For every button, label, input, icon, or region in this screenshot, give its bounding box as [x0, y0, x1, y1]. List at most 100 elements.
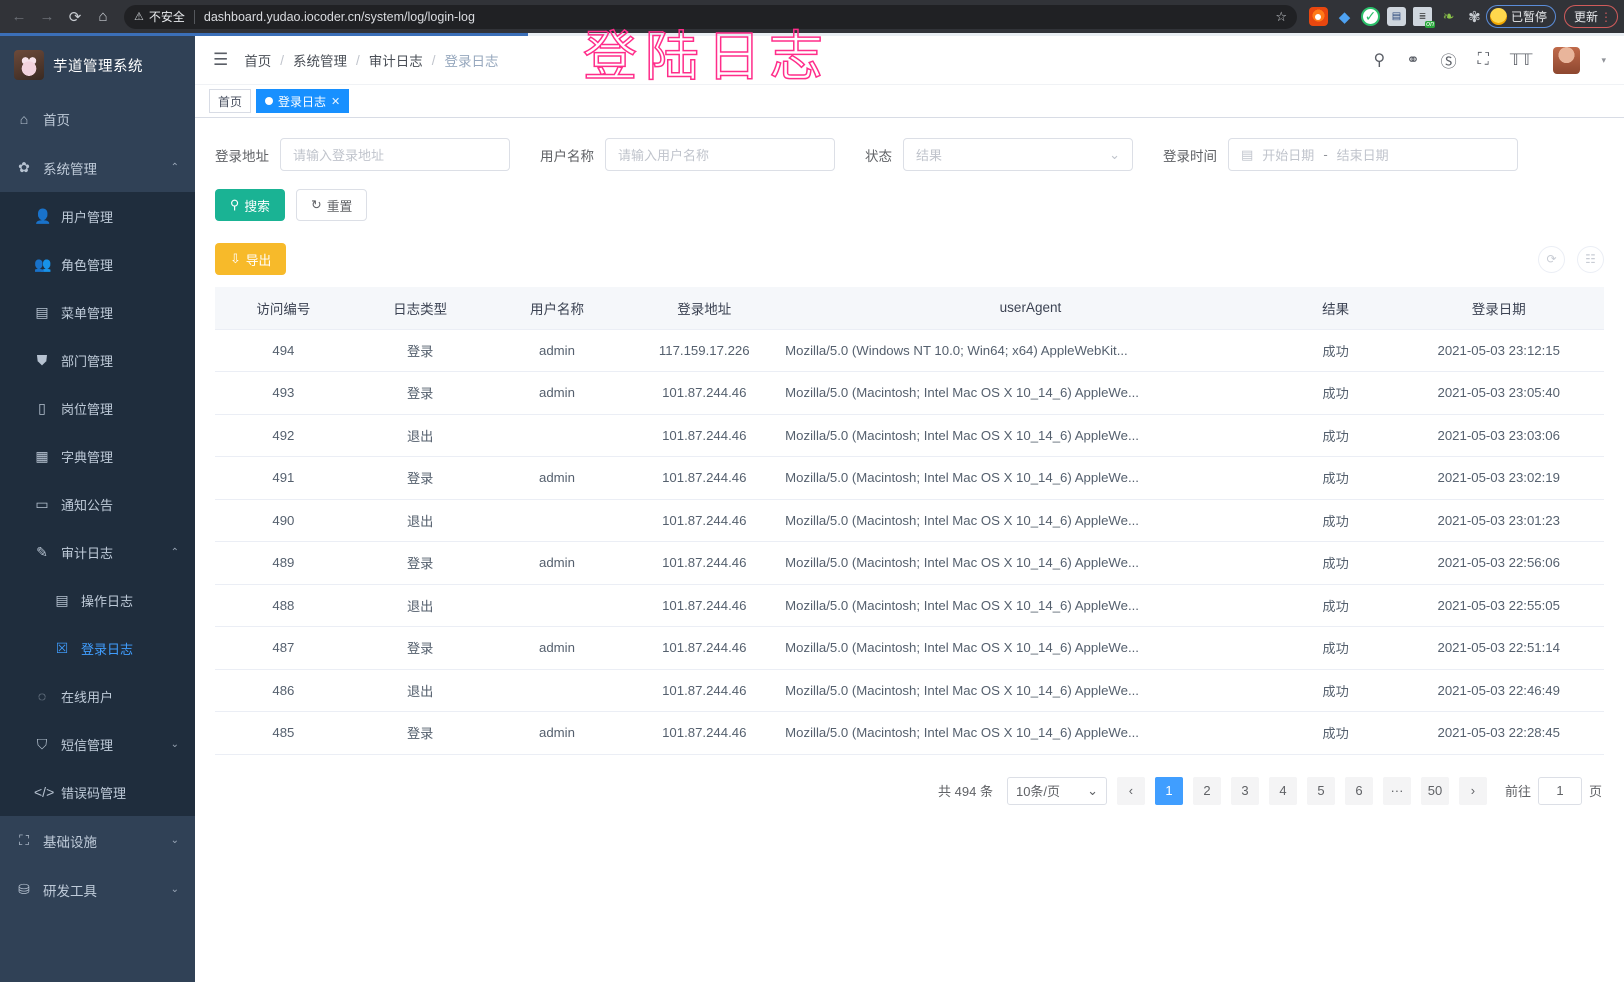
- back-icon[interactable]: ←: [11, 8, 27, 25]
- tab-home[interactable]: 首页: [209, 89, 252, 113]
- search-icon[interactable]: ⚲: [1373, 52, 1386, 69]
- table-row[interactable]: 493 登录 admin 101.87.244.46 Mozilla/5.0 (Maci…: [215, 371, 1604, 415]
- sidebar-item-user-mgmt[interactable]: 👤 用户管理: [0, 192, 195, 240]
- sidebar-submenu-system: 👤 用户管理 👥 角色管理 ▤ 菜单管理 ⛊ 部门管理 ▯ 岗位管理 ▦ 字典管: [0, 192, 195, 816]
- table-row[interactable]: 492 退出 101.87.244.46 Mozilla/5.0 (Macintosh…: [215, 414, 1604, 457]
- reload-icon[interactable]: ⟳: [68, 8, 82, 26]
- sidebar-item-devtools[interactable]: ⛁ 研发工具 ⌄: [0, 865, 195, 914]
- tab-login-log[interactable]: 登录日志 ✕: [256, 89, 350, 113]
- page-button-1[interactable]: 1: [1154, 776, 1183, 805]
- table-row[interactable]: 489 登录 admin 101.87.244.46 Mozilla/5.0 (Maci…: [215, 541, 1604, 585]
- home-icon[interactable]: ⌂: [98, 8, 108, 25]
- hamburger-icon[interactable]: ☰: [213, 50, 229, 69]
- jump-prefix-label: 前往: [1504, 784, 1531, 799]
- avatar[interactable]: [1553, 46, 1581, 74]
- update-button[interactable]: 更新 ⋮: [1563, 5, 1618, 28]
- input-placeholder: 请输入登录地址: [293, 148, 385, 163]
- font-size-icon[interactable]: 𝕋𝕋: [1509, 52, 1533, 69]
- next-page-button[interactable]: ›: [1458, 776, 1487, 805]
- smiley-icon: [1489, 8, 1507, 25]
- table-row[interactable]: 485 登录 admin 101.87.244.46 Mozilla/5.0 (Maci…: [215, 711, 1604, 755]
- cell-id: 487: [215, 626, 352, 670]
- jump-page-input[interactable]: 1: [1537, 776, 1582, 805]
- cell-date: 2021-05-03 22:51:14: [1393, 626, 1604, 670]
- sidebar-item-label: 审计日志: [61, 545, 114, 561]
- list-icon[interactable]: ≣ on: [1412, 7, 1435, 28]
- table-row[interactable]: 488 退出 101.87.244.46 Mozilla/5.0 (Macintosh…: [215, 584, 1604, 627]
- puzzle-icon[interactable]: ✾: [1468, 8, 1481, 26]
- login-time-range-picker[interactable]: ▤ 开始日期 - 结束日期: [1228, 138, 1518, 171]
- sidebar-item-login-log[interactable]: ☒ 登录日志: [0, 624, 195, 672]
- status-select[interactable]: 结果 ⌄: [903, 138, 1133, 171]
- breadcrumb-item-system[interactable]: 系统管理: [293, 54, 348, 69]
- sidebar-item-home[interactable]: ⌂ 首页: [0, 94, 195, 143]
- table-row[interactable]: 490 退出 101.87.244.46 Mozilla/5.0 (Macintosh…: [215, 499, 1604, 542]
- sidebar-logo[interactable]: 芋道管理系统: [0, 36, 195, 94]
- sidebar-item-dict-mgmt[interactable]: ▦ 字典管理: [0, 432, 195, 480]
- sidebar-item-error-code[interactable]: </> 错误码管理: [0, 768, 195, 816]
- cell-useragent: Mozilla/5.0 (Macintosh; Intel Mac OS X 1…: [783, 584, 1278, 627]
- sidebar-item-menu-mgmt[interactable]: ▤ 菜单管理: [0, 288, 195, 336]
- login-log-icon: ☒: [55, 639, 69, 656]
- cell-useragent: Mozilla/5.0 (Macintosh; Intel Mac OS X 1…: [783, 541, 1278, 585]
- prev-page-button[interactable]: ‹: [1116, 776, 1145, 805]
- sidebar-item-infra[interactable]: ⛶ 基础设施 ⌄: [0, 816, 195, 865]
- search-button[interactable]: ⚲ 搜索: [215, 189, 285, 221]
- sidebar-item-online-users[interactable]: ◌ 在线用户: [0, 672, 195, 720]
- sidebar-submenu-audit: ▤ 操作日志 ☒ 登录日志: [0, 576, 195, 672]
- sidebar-item-system[interactable]: ✿ 系统管理 ⌃: [0, 143, 195, 192]
- bookmark-icon[interactable]: ☆: [1275, 8, 1287, 24]
- column-header-id: 访问编号: [215, 287, 352, 330]
- page-button-6[interactable]: 6: [1344, 776, 1373, 805]
- sidebar-item-notice[interactable]: ▭ 通知公告: [0, 480, 195, 528]
- table-row[interactable]: 494 登录 admin 117.159.17.226 Mozilla/5.0 (Win…: [215, 329, 1604, 372]
- breadcrumb-item-home[interactable]: 首页: [244, 54, 272, 69]
- page-button-5[interactable]: 5: [1306, 776, 1335, 805]
- cell-id: 491: [215, 456, 352, 500]
- page-button-2[interactable]: 2: [1192, 776, 1221, 805]
- cell-type: 退出: [351, 414, 489, 457]
- breadcrumb-item-audit[interactable]: 审计日志: [368, 54, 423, 69]
- cell-date: 2021-05-03 22:46:49: [1393, 669, 1604, 712]
- sidebar-item-operation-log[interactable]: ▤ 操作日志: [0, 576, 195, 624]
- blue-diamond-icon[interactable]: ◆: [1338, 8, 1351, 26]
- github-icon[interactable]: ⚭: [1406, 52, 1420, 69]
- columns-round-button[interactable]: ☷: [1577, 245, 1604, 273]
- orange-ring-icon[interactable]: [1308, 7, 1328, 26]
- page-button-50[interactable]: 50: [1420, 776, 1449, 805]
- security-label: 不安全: [148, 10, 185, 24]
- reset-button[interactable]: ↻ 重置: [295, 189, 368, 221]
- paused-button[interactable]: 已暂停: [1485, 5, 1556, 28]
- input-placeholder: 请输入用户名称: [618, 148, 710, 163]
- sidebar-item-dept-mgmt[interactable]: ⛊ 部门管理: [0, 336, 195, 384]
- page-button-4[interactable]: 4: [1268, 776, 1297, 805]
- login-address-input[interactable]: 请输入登录地址: [280, 138, 510, 171]
- sidebar-item-audit-log[interactable]: ✎ 审计日志 ⌃: [0, 528, 195, 576]
- sidebar-item-role-mgmt[interactable]: 👥 角色管理: [0, 240, 195, 288]
- page-size-select[interactable]: 10条/页 ⌄: [1006, 776, 1107, 805]
- blue-doc-icon[interactable]: ▤: [1386, 7, 1406, 26]
- page-button-3[interactable]: 3: [1230, 776, 1259, 805]
- table-row[interactable]: 491 登录 admin 101.87.244.46 Mozilla/5.0 (Maci…: [215, 456, 1604, 500]
- forward-icon[interactable]: →: [39, 8, 55, 25]
- sidebar-item-post-mgmt[interactable]: ▯ 岗位管理: [0, 384, 195, 432]
- browser-menu-icon[interactable]: ⋮: [1600, 9, 1612, 24]
- address-bar[interactable]: ⚠ 不安全 dashboard.yudao.iocoder.cn/system/…: [124, 4, 1297, 29]
- table-row[interactable]: 487 登录 admin 101.87.244.46 Mozilla/5.0 (Maci…: [215, 626, 1604, 670]
- sidebar-item-sms-mgmt[interactable]: ⛉ 短信管理 ⌄: [0, 720, 195, 768]
- chevron-down-icon[interactable]: ▾: [1601, 54, 1606, 65]
- refresh-round-button[interactable]: ⟳: [1538, 245, 1565, 273]
- sidebar-item-label: 菜单管理: [61, 305, 114, 321]
- sidebar-item-label: 研发工具: [43, 883, 97, 899]
- table-row[interactable]: 486 退出 101.87.244.46 Mozilla/5.0 (Macintosh…: [215, 669, 1604, 712]
- page-button-···[interactable]: ···: [1382, 776, 1411, 805]
- help-icon[interactable]: Ⓢ: [1440, 54, 1457, 71]
- sidebar-item-label: 错误码管理: [61, 785, 127, 801]
- user-name-input[interactable]: 请输入用户名称: [605, 138, 835, 171]
- export-button[interactable]: ⇩ 导出: [215, 243, 287, 275]
- green-check-icon[interactable]: ✓: [1360, 7, 1380, 26]
- close-icon[interactable]: ✕: [331, 95, 341, 108]
- leaf-icon[interactable]: ❧: [1442, 8, 1455, 24]
- fullscreen-icon[interactable]: ⛶: [1477, 51, 1489, 68]
- cell-result: 成功: [1277, 584, 1394, 627]
